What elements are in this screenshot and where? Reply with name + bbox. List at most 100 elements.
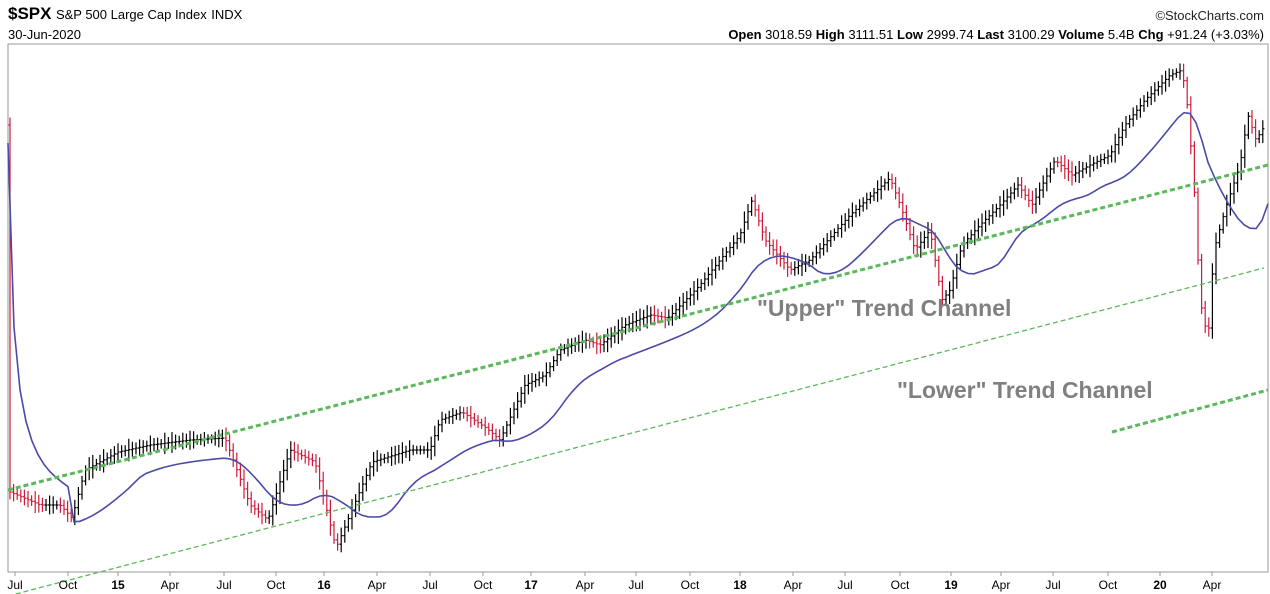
chg-value: +91.24 (+3.03%)	[1167, 27, 1264, 42]
ohlc-bar	[1059, 155, 1063, 173]
ohlc-bar	[955, 253, 959, 289]
ohlc-bar	[714, 256, 718, 279]
ohlc-bar	[512, 402, 516, 425]
ohlc-bar	[904, 205, 908, 231]
ohlc-bar	[105, 452, 109, 466]
ohlc-bar	[670, 304, 674, 326]
ohlc-bar	[1164, 70, 1168, 92]
ohlc-bar	[631, 312, 635, 333]
ohlc-bar	[44, 499, 48, 511]
ohlc-bar	[123, 445, 127, 457]
ohlc-bar	[706, 267, 710, 287]
ohlc-bar	[12, 484, 16, 502]
ohlc-bar	[832, 228, 836, 241]
ohlc-bar	[1185, 76, 1189, 109]
lower-channel-extension-line	[1111, 388, 1269, 434]
ohlc-bar	[1124, 115, 1128, 138]
ohlc-bar	[112, 446, 116, 464]
ohlc-bar	[386, 451, 390, 464]
ohlc-bar	[1106, 149, 1110, 165]
ohlc-bar	[472, 412, 476, 426]
ohlc-bar	[1257, 130, 1261, 144]
ohlc-bar	[55, 500, 59, 510]
ohlc-bar	[1120, 121, 1124, 146]
ohlc-bar	[915, 235, 919, 258]
ohlc-bar	[764, 226, 768, 247]
ohlc-bar	[530, 373, 534, 392]
ohlc-bar	[224, 427, 228, 452]
ohlc-bar	[1192, 141, 1196, 197]
ohlc-bar	[602, 334, 606, 353]
ohlc-bar	[91, 454, 95, 479]
ohlc-bar	[152, 438, 156, 452]
ohlc-bar	[1117, 127, 1121, 155]
ohlc-bar	[166, 437, 170, 449]
ohlc-bar	[447, 410, 451, 424]
ohlc-bar	[1005, 188, 1009, 210]
ohlc-bar	[1138, 98, 1142, 118]
ohlc-bar	[1196, 187, 1200, 265]
ohlc-bar	[76, 486, 80, 516]
ohlc-bar	[649, 306, 653, 325]
x-tick-label: Apr	[576, 578, 595, 592]
ohlc-bar	[469, 405, 473, 428]
ohlc-bar	[228, 434, 232, 457]
ohlc-bar	[217, 429, 221, 448]
ohlc-bar	[26, 490, 30, 508]
ohlc-bar	[256, 503, 260, 518]
ohlc-bar	[534, 373, 538, 388]
last-label: Last	[977, 27, 1004, 42]
ohlc-bar	[22, 489, 26, 506]
ohlc-bar	[717, 255, 721, 271]
ohlc-bar	[746, 204, 750, 230]
ohlc-bar	[379, 453, 383, 467]
ohlc-bar	[735, 232, 739, 250]
ohlc-bar	[555, 349, 559, 366]
ohlc-bar	[771, 239, 775, 256]
ohlc-bar	[48, 495, 52, 515]
stockcharts-brand[interactable]: ©StockCharts.com	[1155, 8, 1264, 23]
ohlc-bar	[843, 213, 847, 232]
open-value: 3018.59	[765, 27, 813, 42]
ohlc-bar	[1030, 190, 1034, 215]
ohlc-bar	[1221, 212, 1225, 234]
ohlc-bar	[523, 374, 527, 404]
last-value: 3100.29	[1007, 27, 1055, 42]
ohlc-bar	[300, 449, 304, 460]
x-tick-label: Apr	[992, 578, 1011, 592]
ohlc-bar	[1128, 114, 1132, 129]
ohlc-bar	[1027, 188, 1031, 208]
ohlc-bar	[465, 406, 469, 422]
ohlc-bar	[696, 278, 700, 301]
x-tick-label: 15	[111, 578, 125, 592]
ohlc-bar	[37, 494, 41, 513]
ohlc-bar	[1254, 119, 1258, 148]
ohlc-bar	[825, 233, 829, 253]
lower-trend-channel-line	[13, 267, 1265, 594]
ohlc-bar	[339, 527, 343, 553]
ohlc-bar	[692, 281, 696, 306]
chg-label: Chg	[1138, 27, 1164, 42]
ohlc-bar	[1214, 232, 1218, 285]
ohlc-bar	[519, 386, 523, 408]
ohlc-bar	[796, 258, 800, 275]
ohlc-bar	[544, 362, 548, 387]
ohlc-bar	[1102, 153, 1106, 164]
ohlc-bar	[19, 489, 23, 503]
high-label: High	[815, 27, 845, 42]
ohlc-bar	[181, 432, 185, 450]
ohlc-bar	[141, 440, 145, 454]
ohlc-bar	[861, 197, 865, 212]
ohlc-bar	[858, 199, 862, 217]
ohlc-bar	[814, 245, 818, 265]
ohlc-bar	[548, 362, 552, 378]
ohlc-bar	[429, 436, 433, 460]
ohlc-bar	[919, 231, 923, 258]
ohlc-bar	[811, 251, 815, 266]
ohlc-bar	[411, 444, 415, 456]
ohlc-bar	[422, 445, 426, 455]
ohlc-bar	[426, 442, 430, 458]
ohlc-bar	[213, 431, 217, 446]
ohlc-bar	[303, 449, 307, 464]
